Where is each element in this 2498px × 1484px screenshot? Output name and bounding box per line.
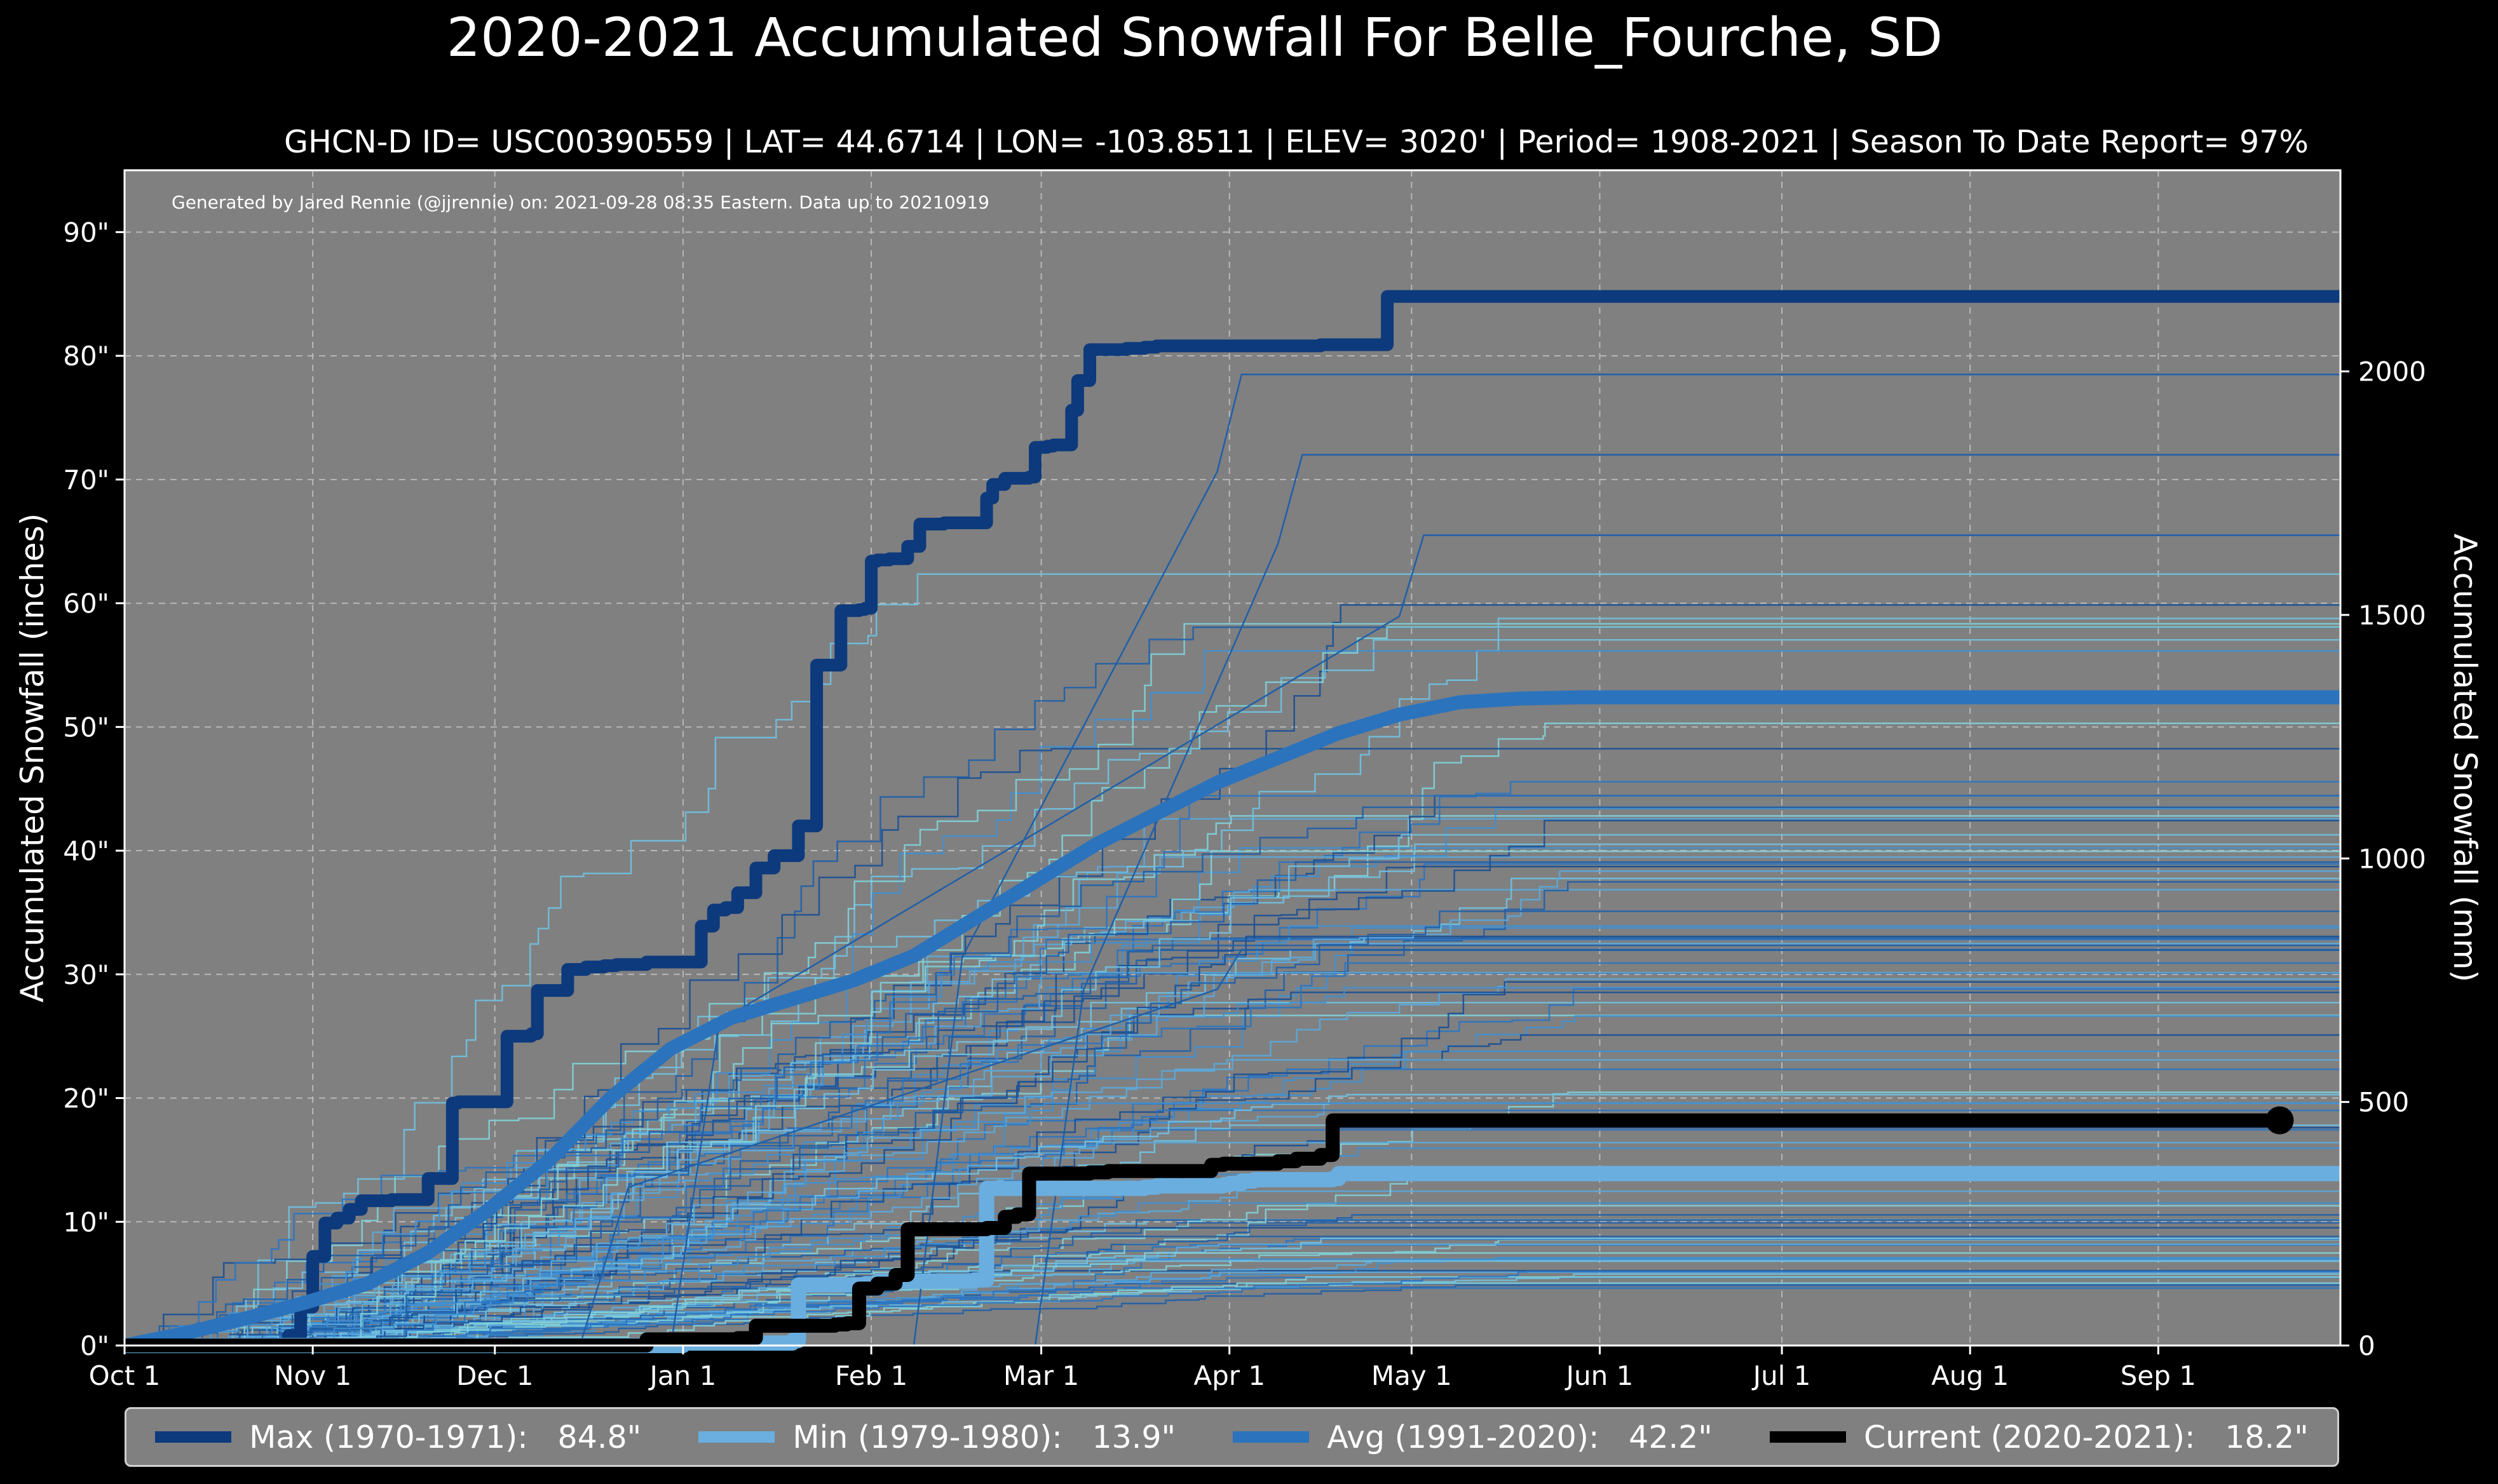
y-tick-right-label: 0 (2358, 1330, 2375, 1361)
historical-season-line (125, 881, 2340, 1347)
y-tick-right-label: 500 (2358, 1087, 2409, 1118)
series-line-current (125, 1113, 2280, 1352)
x-tick-label: Nov 1 (274, 1360, 351, 1391)
historical-season-line (125, 1124, 2340, 1347)
legend-swatch (1770, 1431, 1847, 1443)
chart-title: 2020-2021 Accumulated Snowfall For Belle… (446, 6, 1943, 69)
x-tick-label: Oct 1 (89, 1360, 161, 1391)
historical-season-line (125, 938, 2340, 1347)
generated-by-annotation: Generated by Jared Rennie (@jjrennie) on… (172, 192, 989, 213)
historical-season-line (125, 806, 2340, 1347)
historical-season-line (125, 1102, 2340, 1347)
legend-item: Min (1979-1980): 13.9" (698, 1419, 1176, 1455)
x-tick-label: May 1 (1371, 1360, 1452, 1391)
legend-label: Max (1970-1971): 84.8" (249, 1419, 642, 1455)
historical-season-line (125, 1204, 2340, 1347)
y-tick-label: 80" (63, 341, 109, 372)
historical-season-line (125, 1093, 2340, 1347)
legend-swatch (1233, 1431, 1310, 1443)
y-tick-label: 20" (63, 1083, 109, 1114)
y-tick-right-label: 1500 (2358, 600, 2426, 631)
y-tick-label: 0" (80, 1330, 109, 1361)
x-tick-label: Jan 1 (648, 1360, 717, 1391)
legend-label: Avg (1991-2020): 42.2" (1327, 1419, 1713, 1455)
legend-swatch (698, 1431, 775, 1443)
x-tick-label: Jun 1 (1565, 1360, 1634, 1391)
x-tick-label: Dec 1 (456, 1360, 533, 1391)
historical-season-line (125, 807, 2340, 1347)
historical-season-line (125, 795, 2340, 1347)
y-tick-label: 30" (63, 959, 109, 990)
y-tick-label: 50" (63, 712, 109, 743)
x-tick-label: Aug 1 (1931, 1360, 2009, 1391)
legend-swatch (155, 1431, 232, 1443)
series-line-avg (123, 690, 2340, 1352)
legend-item: Current (2020-2021): 18.2" (1770, 1419, 2309, 1455)
x-tick-label: Sep 1 (2121, 1360, 2196, 1391)
historical-season-line (125, 617, 2340, 1347)
historical-season-line (125, 962, 2340, 1347)
chart-subtitle: GHCN-D ID= USC00390559 | LAT= 44.6714 | … (284, 124, 2309, 160)
historical-season-line (125, 1059, 2340, 1347)
y-tick-label: 70" (63, 464, 109, 496)
historical-season-line (125, 781, 2340, 1347)
historical-season-line (125, 991, 2340, 1347)
legend: Max (1970-1971): 84.8" Min (1979-1980): 1… (125, 1407, 2339, 1467)
legend-label: Min (1979-1980): 13.9" (792, 1419, 1176, 1455)
plot-frame (123, 169, 2342, 1347)
plot-area (125, 170, 2340, 1346)
series-line-max (125, 290, 2340, 1352)
x-tick-label: Feb 1 (835, 1360, 907, 1391)
historical-season-line (125, 1202, 2340, 1347)
x-tick-label: Jul 1 (1751, 1360, 1811, 1391)
historical-season-line (125, 1271, 2340, 1347)
y-axis-label: Accumulated Snowfall (inches) (14, 513, 51, 1002)
historical-season-line (125, 623, 2340, 1347)
historical-season-line (125, 856, 2340, 1347)
historical-season-line (125, 1238, 2340, 1347)
historical-season-line (125, 833, 2340, 1347)
legend-item: Avg (1991-2020): 42.2" (1233, 1419, 1713, 1455)
series-line-min (125, 1166, 2340, 1353)
legend-item: Max (1970-1971): 84.8" (155, 1419, 641, 1455)
historical-season-line (125, 1109, 2340, 1347)
y-tick-right-label: 1000 (2358, 843, 2426, 874)
current-endpoint-marker (2265, 1106, 2294, 1135)
historical-season-line (125, 945, 2340, 1347)
historical-season-line (125, 927, 2340, 1347)
y-tick-label: 10" (63, 1206, 109, 1238)
historical-season-line (125, 1252, 2340, 1347)
y-tick-label: 40" (63, 835, 109, 867)
historical-season-lines (125, 374, 2340, 1347)
historical-season-line (125, 573, 2340, 1347)
historical-season-line (125, 861, 2340, 1347)
y-tick-label: 90" (63, 217, 109, 248)
y-tick-right-label: 2000 (2358, 356, 2426, 388)
x-tick-label: Mar 1 (1003, 1360, 1079, 1391)
historical-season-line (125, 1102, 2340, 1347)
y-tick-label: 60" (63, 588, 109, 619)
y-axis-label-right: Accumulated Snowfall (mm) (2447, 534, 2483, 982)
legend-label: Current (2020-2021): 18.2" (1864, 1419, 2309, 1455)
x-tick-label: Apr 1 (1193, 1360, 1265, 1391)
